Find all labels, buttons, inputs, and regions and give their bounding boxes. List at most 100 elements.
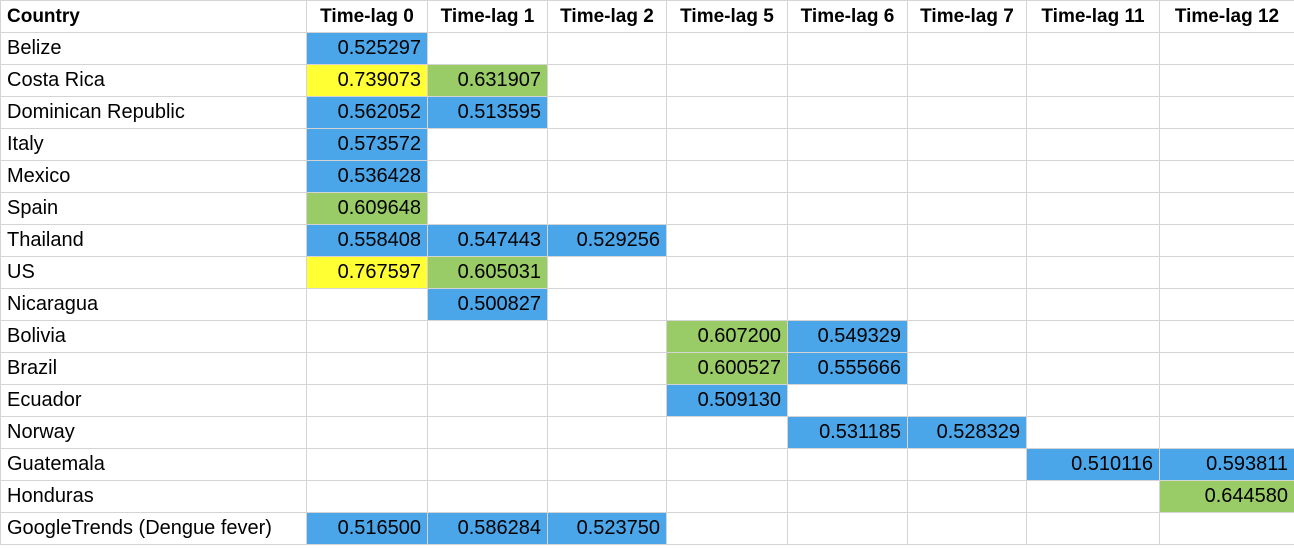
value-cell[interactable]: 0.600527	[666, 352, 788, 385]
value-cell[interactable]	[1159, 224, 1294, 257]
value-cell[interactable]: 0.631907	[427, 64, 548, 97]
value-cell[interactable]	[547, 160, 667, 193]
value-cell[interactable]	[666, 192, 788, 225]
value-cell[interactable]	[1159, 96, 1294, 129]
country-cell[interactable]: Bolivia	[0, 320, 307, 353]
value-cell[interactable]	[427, 480, 548, 513]
value-cell[interactable]	[787, 448, 908, 481]
value-cell[interactable]	[1026, 288, 1160, 321]
value-cell[interactable]	[907, 320, 1027, 353]
value-cell[interactable]	[547, 384, 667, 417]
value-cell[interactable]: 0.516500	[306, 512, 428, 545]
value-cell[interactable]: 0.605031	[427, 256, 548, 289]
value-cell[interactable]	[787, 384, 908, 417]
value-cell[interactable]	[427, 448, 548, 481]
value-cell[interactable]	[787, 96, 908, 129]
country-cell[interactable]: Norway	[0, 416, 307, 449]
header-time-lag-2[interactable]: Time-lag 2	[547, 0, 667, 33]
value-cell[interactable]: 0.739073	[306, 64, 428, 97]
value-cell[interactable]	[547, 256, 667, 289]
value-cell[interactable]	[1026, 32, 1160, 65]
value-cell[interactable]	[666, 448, 788, 481]
value-cell[interactable]	[1159, 384, 1294, 417]
value-cell[interactable]: 0.531185	[787, 416, 908, 449]
value-cell[interactable]	[427, 384, 548, 417]
value-cell[interactable]	[907, 128, 1027, 161]
value-cell[interactable]	[427, 320, 548, 353]
value-cell[interactable]: 0.609648	[306, 192, 428, 225]
value-cell[interactable]: 0.528329	[907, 416, 1027, 449]
value-cell[interactable]	[1026, 256, 1160, 289]
value-cell[interactable]	[666, 32, 788, 65]
value-cell[interactable]	[306, 320, 428, 353]
value-cell[interactable]: 0.767597	[306, 256, 428, 289]
value-cell[interactable]	[1026, 192, 1160, 225]
value-cell[interactable]	[427, 32, 548, 65]
value-cell[interactable]: 0.573572	[306, 128, 428, 161]
value-cell[interactable]	[1026, 320, 1160, 353]
country-cell[interactable]: Mexico	[0, 160, 307, 193]
value-cell[interactable]	[306, 288, 428, 321]
value-cell[interactable]: 0.558408	[306, 224, 428, 257]
value-cell[interactable]	[1026, 416, 1160, 449]
value-cell[interactable]	[427, 160, 548, 193]
header-time-lag-7[interactable]: Time-lag 7	[907, 0, 1027, 33]
header-time-lag-6[interactable]: Time-lag 6	[787, 0, 908, 33]
value-cell[interactable]	[547, 96, 667, 129]
value-cell[interactable]	[666, 160, 788, 193]
country-cell[interactable]: Dominican Republic	[0, 96, 307, 129]
value-cell[interactable]	[306, 416, 428, 449]
value-cell[interactable]	[547, 32, 667, 65]
value-cell[interactable]	[1026, 64, 1160, 97]
value-cell[interactable]: 0.547443	[427, 224, 548, 257]
country-cell[interactable]: Italy	[0, 128, 307, 161]
value-cell[interactable]	[427, 416, 548, 449]
value-cell[interactable]	[1159, 256, 1294, 289]
value-cell[interactable]	[787, 160, 908, 193]
value-cell[interactable]	[1026, 512, 1160, 545]
value-cell[interactable]	[427, 352, 548, 385]
value-cell[interactable]	[1159, 512, 1294, 545]
value-cell[interactable]	[666, 64, 788, 97]
value-cell[interactable]: 0.513595	[427, 96, 548, 129]
country-cell[interactable]: Honduras	[0, 480, 307, 513]
value-cell[interactable]: 0.510116	[1026, 448, 1160, 481]
country-cell[interactable]: Brazil	[0, 352, 307, 385]
value-cell[interactable]	[547, 352, 667, 385]
value-cell[interactable]	[787, 192, 908, 225]
value-cell[interactable]	[547, 448, 667, 481]
country-cell[interactable]: GoogleTrends (Dengue fever)	[0, 512, 307, 545]
value-cell[interactable]	[547, 288, 667, 321]
value-cell[interactable]: 0.555666	[787, 352, 908, 385]
value-cell[interactable]	[1159, 160, 1294, 193]
value-cell[interactable]: 0.586284	[427, 512, 548, 545]
value-cell[interactable]	[1026, 160, 1160, 193]
country-cell[interactable]: Costa Rica	[0, 64, 307, 97]
value-cell[interactable]	[907, 224, 1027, 257]
header-time-lag-11[interactable]: Time-lag 11	[1026, 0, 1160, 33]
header-country[interactable]: Country	[0, 0, 307, 33]
value-cell[interactable]	[787, 288, 908, 321]
country-cell[interactable]: Guatemala	[0, 448, 307, 481]
value-cell[interactable]: 0.562052	[306, 96, 428, 129]
value-cell[interactable]	[787, 32, 908, 65]
country-cell[interactable]: US	[0, 256, 307, 289]
value-cell[interactable]	[666, 224, 788, 257]
value-cell[interactable]	[1026, 480, 1160, 513]
value-cell[interactable]	[306, 448, 428, 481]
value-cell[interactable]	[907, 352, 1027, 385]
value-cell[interactable]	[1026, 384, 1160, 417]
value-cell[interactable]: 0.536428	[306, 160, 428, 193]
value-cell[interactable]	[666, 96, 788, 129]
value-cell[interactable]: 0.644580	[1159, 480, 1294, 513]
header-time-lag-1[interactable]: Time-lag 1	[427, 0, 548, 33]
value-cell[interactable]	[666, 416, 788, 449]
value-cell[interactable]: 0.607200	[666, 320, 788, 353]
value-cell[interactable]	[1159, 192, 1294, 225]
header-time-lag-12[interactable]: Time-lag 12	[1159, 0, 1294, 33]
country-cell[interactable]: Thailand	[0, 224, 307, 257]
value-cell[interactable]	[907, 384, 1027, 417]
country-cell[interactable]: Nicaragua	[0, 288, 307, 321]
value-cell[interactable]	[547, 416, 667, 449]
value-cell[interactable]	[547, 64, 667, 97]
